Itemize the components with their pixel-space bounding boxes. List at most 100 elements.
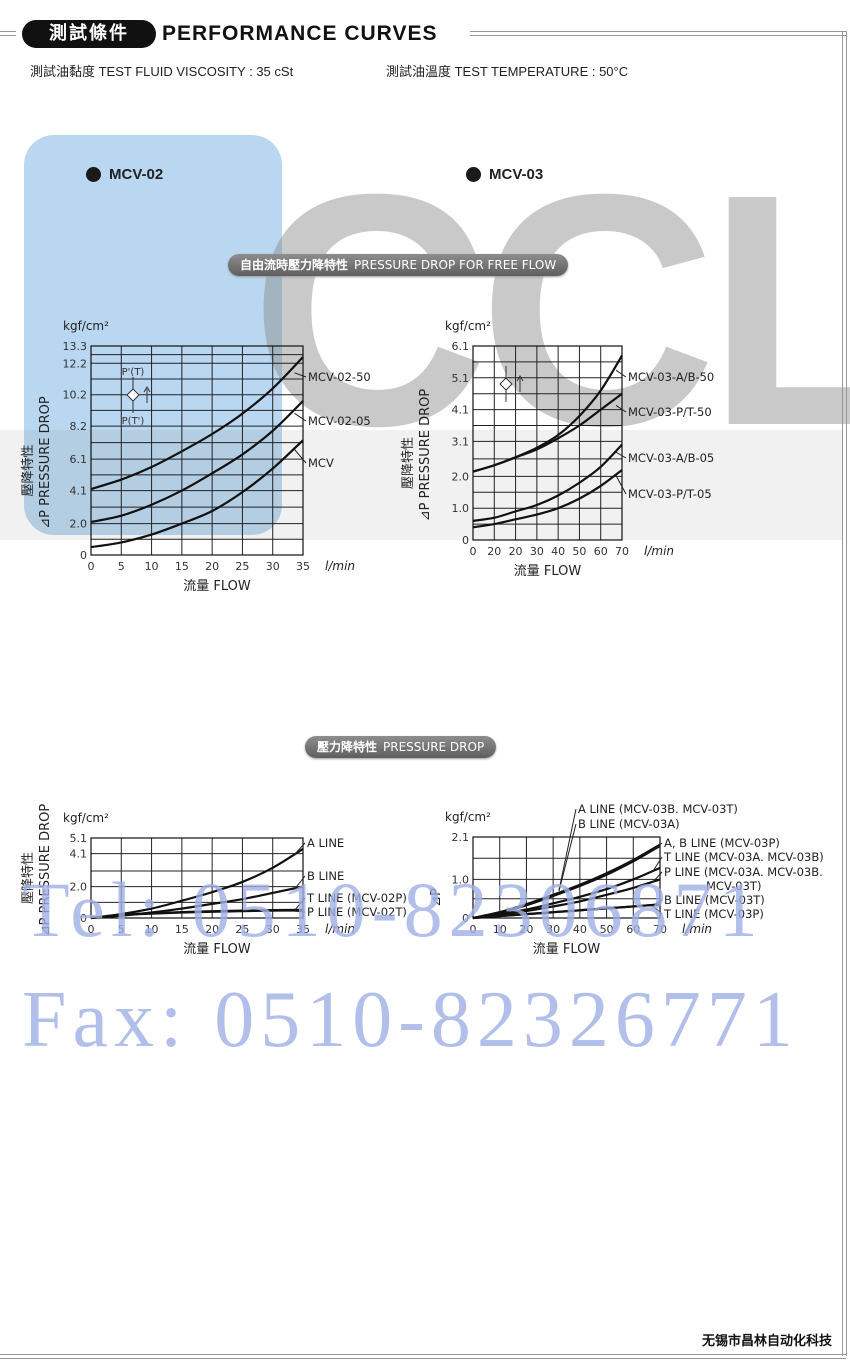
bullet-icon: [86, 167, 101, 182]
watermark-band: [0, 430, 842, 540]
x-tick-label: 20: [205, 560, 219, 573]
y-tick-label: 3.1: [452, 435, 470, 448]
y-axis-label-cn: 壓降特性: [21, 444, 36, 496]
model-label: MCV-02: [109, 166, 164, 183]
series-curve: [472, 878, 661, 920]
section-pill-en: PRESSURE DROP FOR FREE FLOW: [354, 258, 557, 272]
series-label-line: MCV-03-A/B-05: [628, 451, 714, 465]
series-label: MCV: [308, 456, 334, 470]
flow-arrow-icon: [143, 386, 151, 403]
series-label-line: A, B LINE (MCV-03P): [664, 836, 780, 850]
x-tick-label: 70: [653, 923, 667, 936]
series-label-line: B LINE: [307, 869, 344, 883]
check-valve-icon: [126, 388, 140, 402]
check-valve-icon: [499, 377, 513, 391]
y-unit: kgf/cm²: [63, 319, 109, 333]
x-tick-label: 40: [551, 545, 565, 558]
frame-line-bottom: [0, 1354, 846, 1359]
series-label-line: MCV-03-P/T-50: [628, 405, 712, 419]
series-label: P LINE (MCV-03A. MCV-03B. MCV-03T): [664, 865, 823, 893]
y-tick-label: 0: [80, 549, 87, 562]
x-tick-label: 5: [118, 923, 125, 936]
y-tick-label: 4.1: [70, 485, 88, 498]
y-tick-label: 6.1: [452, 340, 470, 353]
series-curve: [472, 843, 661, 920]
label-leader-line: [294, 842, 306, 855]
x-tick-label: 10: [493, 923, 507, 936]
plot-frame: [472, 836, 661, 919]
watermark-logo-square: [24, 135, 282, 535]
y-axis-label: ⊿P: [429, 888, 444, 907]
label-leader-line: [615, 451, 627, 459]
company-name: 无锡市昌林自动化科技: [701, 1334, 832, 1349]
frame-line-top: [470, 31, 846, 36]
series-label-line: T LINE (MCV-03A. MCV-03B): [663, 850, 824, 864]
x-tick-label: 60: [626, 923, 640, 936]
series-label-line: MCV-03-A/B-50: [628, 370, 714, 384]
y-tick-label: 2.1: [452, 831, 470, 844]
series-curve: [472, 392, 623, 473]
y-axis-label: ⊿P PRESSURE DROP: [38, 804, 53, 937]
label-leader-line: [294, 897, 306, 911]
series-curve: [472, 903, 661, 920]
x-tick-label: 15: [175, 923, 189, 936]
port-label-bottom: P(T'): [122, 416, 145, 427]
series-label-line: T LINE (MCV-03P): [663, 907, 764, 921]
series-label: MCV-03-A/B-50: [628, 370, 714, 384]
series-label-line: P LINE (MCV-02T): [307, 905, 407, 919]
y-tick-label: 0: [80, 912, 87, 925]
y-tick-label: 0: [462, 912, 469, 925]
section-badge: 測試條件: [22, 20, 156, 48]
page-title: PERFORMANCE CURVES: [162, 22, 438, 45]
label-leader-line: [615, 475, 627, 495]
label-leader-line: [652, 905, 663, 915]
model-label: MCV-03: [489, 166, 544, 183]
series-label-line: P LINE (MCV-03A. MCV-03B.: [664, 865, 823, 879]
y-tick-label: 5.1: [70, 832, 88, 845]
y-tick-label: 5.1: [452, 372, 470, 385]
x-axis-label: 流量 FLOW: [183, 942, 251, 957]
model-heading-mcv-03: MCV-03: [466, 166, 543, 183]
x-tick-label: 15: [175, 560, 189, 573]
series-label-line: A LINE: [307, 836, 344, 850]
series-label: B LINE (MCV-03A): [578, 817, 680, 831]
x-axis-label: 流量 FLOW: [514, 564, 582, 579]
x-tick-label: 25: [235, 923, 249, 936]
series-label-line: B LINE (MCV-03A): [578, 817, 680, 831]
series-label: MCV-03-P/T-05: [628, 487, 712, 501]
series-label: A LINE: [307, 836, 344, 850]
y-tick-label: 13.3: [63, 340, 88, 353]
x-tick-label: 30: [266, 560, 280, 573]
chart-3: 0 5 10 15 20 25 30 35 0 2.0 4.1 5.1 l/min 流量 FLOW kgf/…: [21, 804, 407, 957]
series-label: MCV-02-50: [308, 370, 371, 384]
series-label-line: MCV-02-50: [308, 370, 371, 384]
x-tick-label: 0: [88, 923, 95, 936]
x-tick-label: 5: [118, 560, 125, 573]
series-label: B LINE (MCV-03T): [664, 893, 765, 907]
section-pill-cn: 自由流時壓力降特性: [240, 258, 349, 272]
section-pill-en: PRESSURE DROP: [383, 740, 485, 754]
label-leader-line: [652, 842, 663, 851]
series-label: MCV-03-P/T-50: [628, 405, 712, 419]
series-label-line: MCV: [308, 456, 334, 470]
y-tick-label: 2.0: [70, 518, 88, 531]
model-heading-mcv-02: MCV-02: [86, 166, 163, 183]
series-curve: [472, 469, 623, 529]
x-tick-label: 10: [145, 560, 159, 573]
section-pill-cn: 壓力降特性: [317, 740, 378, 754]
frame-line-right: [842, 31, 847, 1356]
x-tick-label: 20: [509, 545, 523, 558]
x-tick-label: 20: [205, 923, 219, 936]
label-leader-line: [652, 856, 663, 873]
label-leader-line: [615, 369, 627, 378]
chart-4: 0 10 20 30 40 50 60 70 0 1.0 2.1 l/min 流量 FLOW kgf/cm…: [429, 802, 824, 957]
y-tick-label: 0: [462, 534, 469, 547]
x-unit: l/min: [325, 922, 355, 936]
x-tick-label: 0: [470, 923, 477, 936]
x-tick-label: 0: [88, 560, 95, 573]
test-viscosity: 測試油黏度 TEST FLUID VISCOSITY : 35 cSt: [30, 64, 294, 79]
x-tick-label: 70: [615, 545, 629, 558]
x-tick-label: 30: [530, 545, 544, 558]
flow-arrow-icon: [516, 375, 524, 392]
